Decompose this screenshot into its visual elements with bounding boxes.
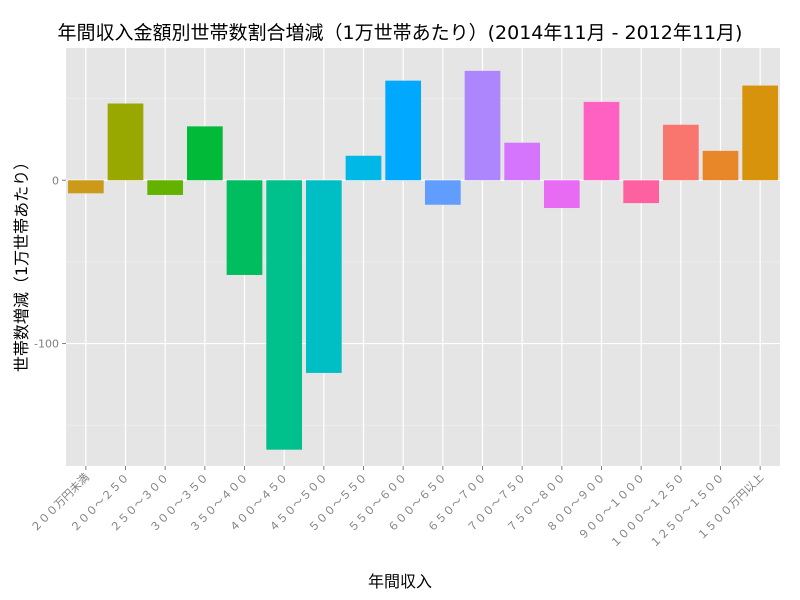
bar-7 bbox=[305, 180, 342, 373]
x-tick-label: １０００～１２５０ bbox=[608, 471, 687, 550]
bar-14 bbox=[583, 101, 620, 181]
bar-5 bbox=[226, 180, 263, 275]
chart-title: 年間収入金額別世帯数割合増減（1万世帯あたり）(2014年11月 - 2012年… bbox=[57, 22, 743, 44]
bar-12 bbox=[504, 142, 541, 181]
y-axis-title: 世帯数増減（1万世帯あたり） bbox=[12, 153, 31, 373]
bar-6 bbox=[266, 180, 303, 450]
bar-15 bbox=[623, 180, 660, 204]
bar-10 bbox=[424, 180, 461, 205]
bar-13 bbox=[543, 180, 580, 209]
bar-3 bbox=[147, 180, 184, 195]
y-tick-label: 0 bbox=[52, 174, 59, 187]
bar-11 bbox=[464, 70, 501, 181]
bar-16 bbox=[662, 124, 699, 181]
y-axis-title-wrap: 世帯数増減（1万世帯あたり） bbox=[12, 154, 31, 372]
x-axis-title: 年間収入 bbox=[367, 572, 432, 591]
x-tick-label: １２５０～１５００ bbox=[647, 471, 726, 550]
plot-panel bbox=[66, 48, 780, 466]
bar-17 bbox=[702, 150, 739, 181]
bar-4 bbox=[186, 126, 223, 181]
bar-8 bbox=[345, 155, 382, 181]
bar-18 bbox=[742, 85, 779, 181]
bar-1 bbox=[67, 180, 104, 194]
bar-2 bbox=[107, 103, 144, 181]
bar-9 bbox=[385, 80, 422, 181]
y-tick-label: -100 bbox=[34, 338, 59, 351]
